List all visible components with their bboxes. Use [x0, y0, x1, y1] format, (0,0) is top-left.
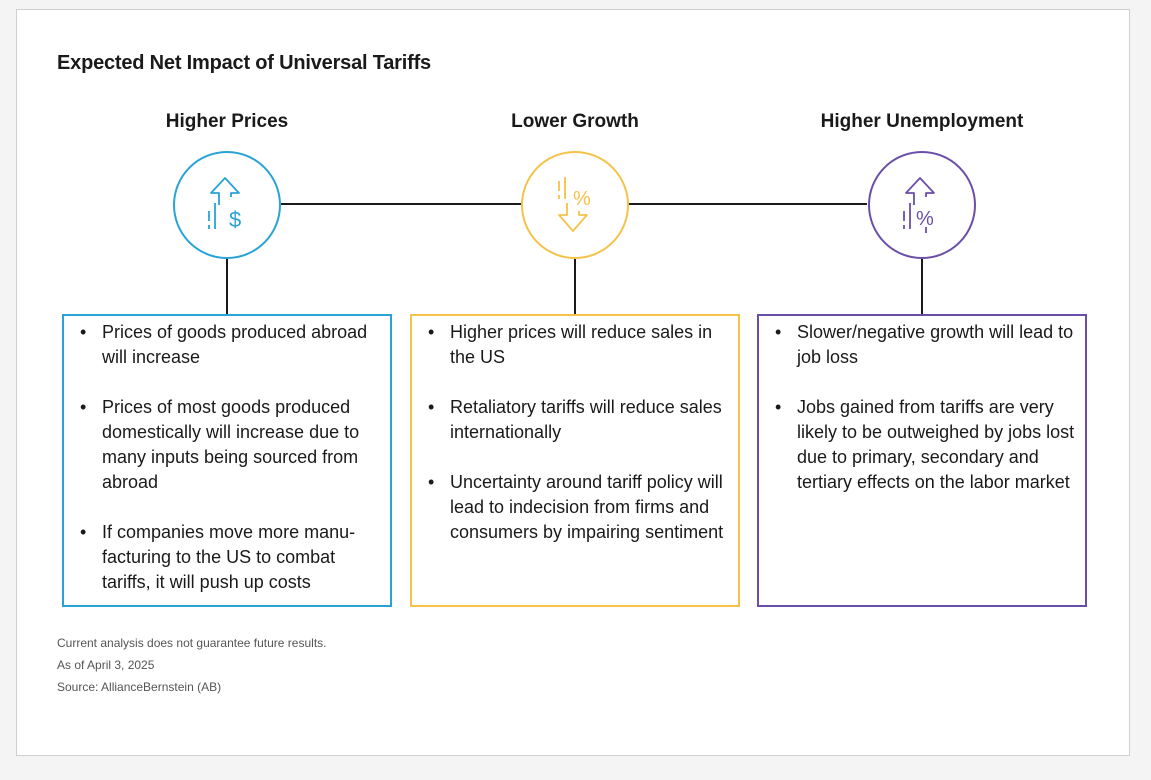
list-item-text: Slower/negative growth will lead to job …: [797, 322, 1074, 367]
list-item: • Higher prices will reduce sales in the …: [428, 320, 728, 370]
bullet: •: [80, 322, 87, 342]
heading-higher-unemployment: Higher Unemployment: [820, 111, 1024, 132]
bullet-list: • Higher prices will reduce sales in the …: [428, 320, 728, 545]
bullet: •: [775, 322, 782, 342]
circle-higher-prices: $: [173, 151, 281, 259]
list-item: • Retaliatory tariffs will reduce sales i…: [428, 395, 728, 445]
bullet: •: [428, 472, 435, 492]
list-item-text: If companies move more manu-facturing to…: [102, 522, 356, 592]
arrow-down-percent-icon: %: [558, 177, 591, 232]
bullet: •: [428, 322, 435, 342]
page-title: Expected Net Impact of Universal Tariffs: [57, 52, 431, 74]
footnote-source: Source: AllianceBernstein (AB): [57, 680, 222, 694]
bullet: •: [80, 397, 87, 417]
arrow-up-dollar-icon: $: [208, 177, 241, 232]
circle-higher-unemployment: %: [868, 151, 976, 259]
list-item-text: Higher prices will reduce sales in the U…: [450, 322, 713, 367]
dollar-glyph: $: [229, 207, 241, 232]
connector-vertical-unemployment: [921, 256, 923, 314]
list-item: • Slower/negative growth will lead to job…: [775, 320, 1075, 370]
footnote-date: As of April 3, 2025: [57, 658, 155, 672]
connector-vertical-prices: [226, 256, 228, 314]
list-item-text: Uncertainty around tariff policy will le…: [450, 472, 724, 542]
list-item: • Prices of most goods produced domestica…: [80, 395, 380, 495]
heading-higher-prices: Higher Prices: [165, 111, 289, 132]
box-lower-growth: • Higher prices will reduce sales in the …: [410, 314, 740, 607]
list-item: • Uncertainty around tariff policy will l…: [428, 470, 728, 545]
connector-vertical-growth: [574, 256, 576, 314]
list-item: • Prices of goods produced abroad will in…: [80, 320, 380, 370]
list-item-text: Retaliatory tariffs will reduce sales in…: [450, 397, 722, 442]
percent-glyph: %: [916, 208, 934, 230]
percent-glyph: %: [573, 188, 591, 210]
circle-lower-growth: %: [521, 151, 629, 259]
bullet-list: • Prices of goods produced abroad will in…: [80, 320, 380, 595]
bullet: •: [80, 522, 87, 542]
footnote-disclaimer: Current analysis does not guarantee futu…: [57, 636, 327, 650]
list-item-text: Jobs gained from tariffs are very likely…: [797, 397, 1075, 492]
list-item-text: Prices of most goods produced domestical…: [102, 397, 360, 492]
list-item: • Jobs gained from tariffs are very likel…: [775, 395, 1075, 495]
box-higher-prices: • Prices of goods produced abroad will in…: [62, 314, 392, 607]
arrow-up-percent-icon: %: [903, 177, 935, 233]
bullet: •: [775, 397, 782, 417]
list-item: • If companies move more manu-facturing t…: [80, 520, 380, 595]
footnotes: Current analysis does not guarantee futu…: [57, 632, 326, 698]
chart-card: Expected Net Impact of Universal Tariffs…: [16, 9, 1130, 756]
heading-lower-growth: Lower Growth: [511, 111, 639, 132]
bullet-list: • Slower/negative growth will lead to job…: [775, 320, 1075, 495]
bullet: •: [428, 397, 435, 417]
list-item-text: Prices of goods produced abroad will inc…: [102, 322, 368, 367]
box-higher-unemployment: • Slower/negative growth will lead to job…: [757, 314, 1087, 607]
